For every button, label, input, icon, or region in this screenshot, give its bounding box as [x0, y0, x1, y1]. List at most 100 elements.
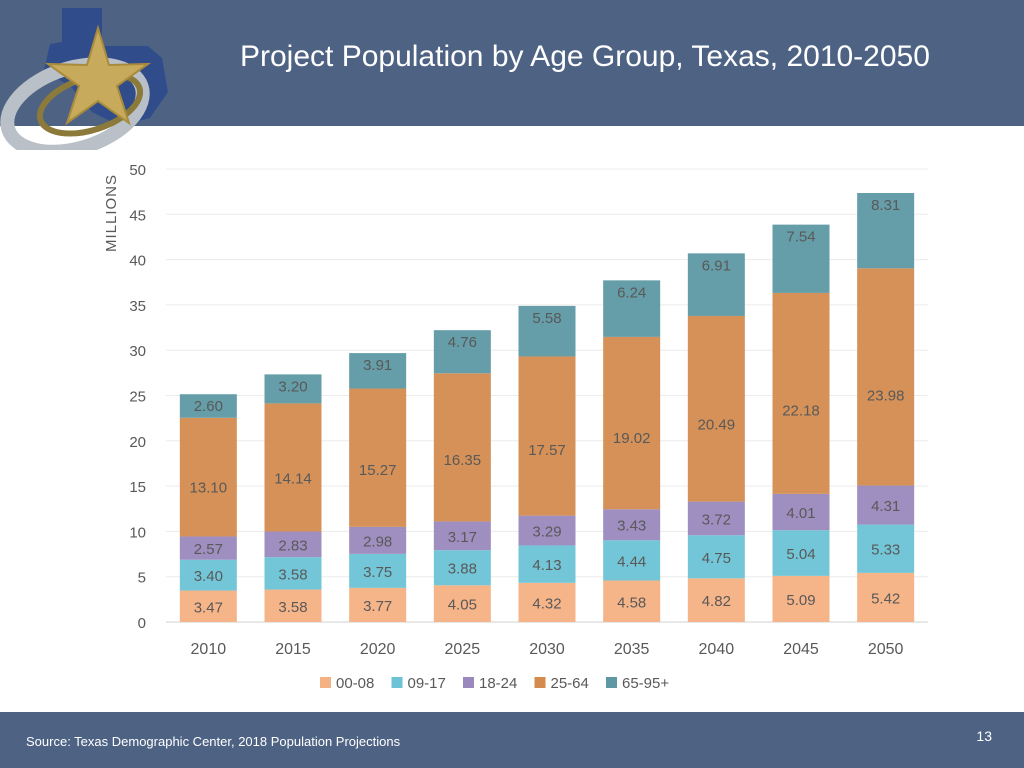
y-tick-label: 30: [129, 343, 146, 360]
y-tick-label: 40: [129, 253, 146, 270]
bar-segment: [433, 330, 491, 374]
legend-swatch: [320, 677, 331, 688]
bar-segment: [518, 305, 576, 357]
data-label: 4.76: [448, 334, 477, 351]
data-label: 4.05: [448, 597, 477, 614]
legend-label: 65-95+: [622, 675, 669, 692]
data-label: 16.35: [444, 452, 482, 469]
y-tick-label: 15: [129, 479, 146, 496]
y-axis-title: MILLIONS: [103, 174, 120, 252]
slide-title: Project Population by Age Group, Texas, …: [240, 40, 930, 73]
y-tick-label: 5: [138, 570, 146, 587]
page-number: 13: [976, 728, 992, 744]
source-note: Source: Texas Demographic Center, 2018 P…: [26, 734, 401, 749]
bar-segment: [603, 580, 661, 622]
y-tick-label: 20: [129, 434, 146, 451]
data-label: 3.17: [448, 529, 477, 546]
bar-segment: [349, 553, 407, 588]
legend-label: 25-64: [551, 675, 589, 692]
data-label: 3.77: [363, 598, 392, 615]
data-label: 3.20: [278, 378, 307, 395]
data-label: 5.42: [871, 590, 900, 607]
legend-swatch: [534, 677, 546, 688]
y-tick-label: 0: [138, 615, 146, 632]
bar-segment: [264, 374, 322, 404]
bar-segment: [518, 582, 576, 622]
data-label: 15.27: [359, 462, 397, 479]
bar-segment: [687, 578, 745, 622]
bar-segment: [433, 585, 491, 622]
data-label: 3.40: [194, 568, 223, 585]
data-label: 3.88: [448, 561, 477, 578]
bar-segment: [433, 521, 491, 551]
x-tick-label: 2025: [445, 641, 481, 658]
data-label: 4.82: [702, 593, 731, 610]
data-label: 4.13: [532, 557, 561, 574]
bar-segment: [179, 394, 237, 418]
bar-segment: [349, 388, 407, 527]
bar-segment: [264, 403, 322, 532]
bar-segment: [603, 509, 661, 541]
data-label: 5.33: [871, 542, 900, 559]
legend-label: 00-08: [336, 675, 374, 692]
x-tick-label: 2010: [191, 641, 227, 658]
data-label: 4.01: [786, 505, 815, 522]
x-tick-label: 2035: [614, 641, 650, 658]
data-label: 3.75: [363, 564, 392, 581]
data-label: 7.54: [786, 229, 815, 246]
bar-segment: [857, 193, 915, 269]
data-label: 14.14: [274, 471, 312, 488]
data-label: 6.91: [702, 257, 731, 274]
bar-segment: [772, 224, 830, 293]
data-label: 20.49: [698, 417, 736, 434]
y-tick-label: 45: [129, 207, 146, 224]
data-label: 6.24: [617, 284, 646, 301]
bar-segment: [857, 485, 915, 525]
data-label: 19.02: [613, 430, 651, 447]
bar-segment: [518, 545, 576, 583]
data-label: 5.58: [532, 310, 561, 327]
y-tick-label: 35: [129, 298, 146, 315]
bar-segment: [349, 353, 407, 389]
data-label: 2.60: [194, 398, 223, 415]
stacked-bar-chart: 05101520253035404550MILLIONS3.473.402.57…: [103, 162, 928, 692]
texas-logo-icon: [0, 8, 168, 150]
data-label: 13.10: [190, 480, 228, 497]
bar-segment: [518, 515, 576, 546]
legend-label: 18-24: [479, 675, 517, 692]
data-label: 17.57: [528, 442, 566, 459]
x-tick-label: 2015: [275, 641, 311, 658]
bar-segment: [179, 590, 237, 622]
data-label: 3.58: [278, 599, 307, 616]
data-label: 4.44: [617, 553, 646, 570]
y-tick-label: 50: [129, 162, 146, 179]
bar-segment: [349, 526, 407, 554]
data-label: 8.31: [871, 197, 900, 214]
data-label: 2.83: [278, 537, 307, 554]
x-tick-label: 2030: [529, 641, 565, 658]
legend-swatch: [463, 677, 474, 688]
bar-segment: [687, 315, 745, 502]
x-tick-label: 2045: [783, 641, 819, 658]
footer-bar: Source: Texas Demographic Center, 2018 P…: [0, 712, 1024, 768]
x-tick-label: 2040: [699, 641, 735, 658]
data-label: 4.31: [871, 498, 900, 515]
bar-segment: [857, 524, 915, 573]
data-label: 5.04: [786, 546, 815, 563]
x-tick-label: 2050: [868, 641, 904, 658]
data-label: 3.43: [617, 518, 646, 535]
y-tick-label: 25: [129, 389, 146, 406]
title-bar: Project Population by Age Group, Texas, …: [0, 0, 1024, 150]
legend-swatch: [606, 677, 617, 688]
bar-segment: [433, 373, 491, 522]
data-label: 4.32: [532, 595, 561, 612]
data-label: 3.47: [194, 599, 223, 616]
data-label: 23.98: [867, 387, 905, 404]
x-tick-label: 2020: [360, 641, 396, 658]
bar-segment: [603, 280, 661, 337]
bar-segment: [349, 587, 407, 622]
legend-label: 09-17: [408, 675, 446, 692]
data-label: 4.58: [617, 594, 646, 611]
y-tick-label: 10: [129, 524, 146, 541]
bar-segment: [687, 501, 745, 536]
